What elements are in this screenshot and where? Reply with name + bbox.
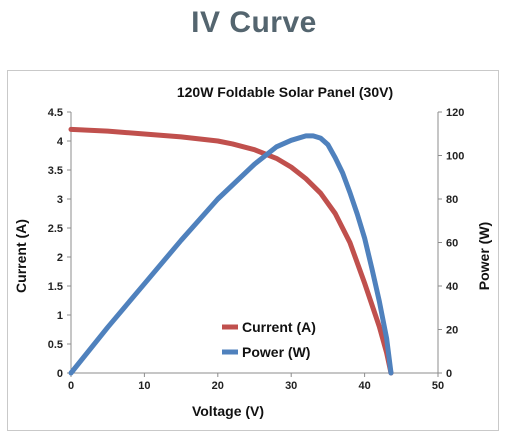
y-tick-label: 0.5 (48, 339, 63, 351)
y-tick-label: 3 (57, 194, 63, 206)
y2-tick-label: 60 (446, 238, 458, 250)
x-tick-label: 40 (358, 380, 370, 392)
x-tick-label: 10 (138, 380, 150, 392)
y-tick-label: 3.5 (48, 165, 63, 177)
x-tick-label: 50 (432, 380, 444, 392)
y-tick-label: 4.5 (48, 107, 63, 119)
y2-axis-title: Power (W) (476, 222, 492, 290)
x-axis-title: Voltage (V) (192, 403, 264, 419)
x-tick-label: 0 (68, 380, 74, 392)
y-axis-title: Current (A) (13, 219, 29, 293)
y-tick-label: 2 (57, 252, 63, 264)
series-line-current (68, 126, 394, 376)
x-tick-label: 30 (285, 380, 297, 392)
y-tick-label: 2.5 (48, 223, 63, 235)
chart-title: 120W Foldable Solar Panel (30V) (177, 84, 393, 100)
y2-tick-label: 100 (446, 151, 464, 163)
y2-tick-label: 120 (446, 107, 464, 119)
y2-tick-label: 0 (446, 368, 452, 380)
iv-curve-chart: 0 10 20 30 40 5000.511.522.533.544.5020406080… (13, 84, 492, 419)
y-tick-label: 1.5 (48, 281, 63, 293)
y-tick-label: 1 (57, 310, 63, 322)
y2-tick-label: 20 (446, 325, 458, 337)
chart-frame: 0 10 20 30 40 50 0 0.5 1 1.5 2 2.5 3 3.5 4 4.5 0 20 40 60 80… (7, 70, 499, 431)
y-tick-label: 4 (57, 136, 64, 148)
chart-legend: Current (A) Power (W) (222, 319, 316, 360)
x-tick-label: 20 (212, 380, 224, 392)
series-line-power (68, 133, 394, 376)
y2-tick-label: 80 (446, 194, 458, 206)
legend-label-power: Power (W) (242, 344, 310, 360)
page-title: IV Curve (191, 6, 317, 39)
y2-tick-label: 40 (446, 281, 458, 293)
legend-label-current: Current (A) (242, 319, 316, 335)
y-tick-label: 0 (57, 368, 63, 380)
